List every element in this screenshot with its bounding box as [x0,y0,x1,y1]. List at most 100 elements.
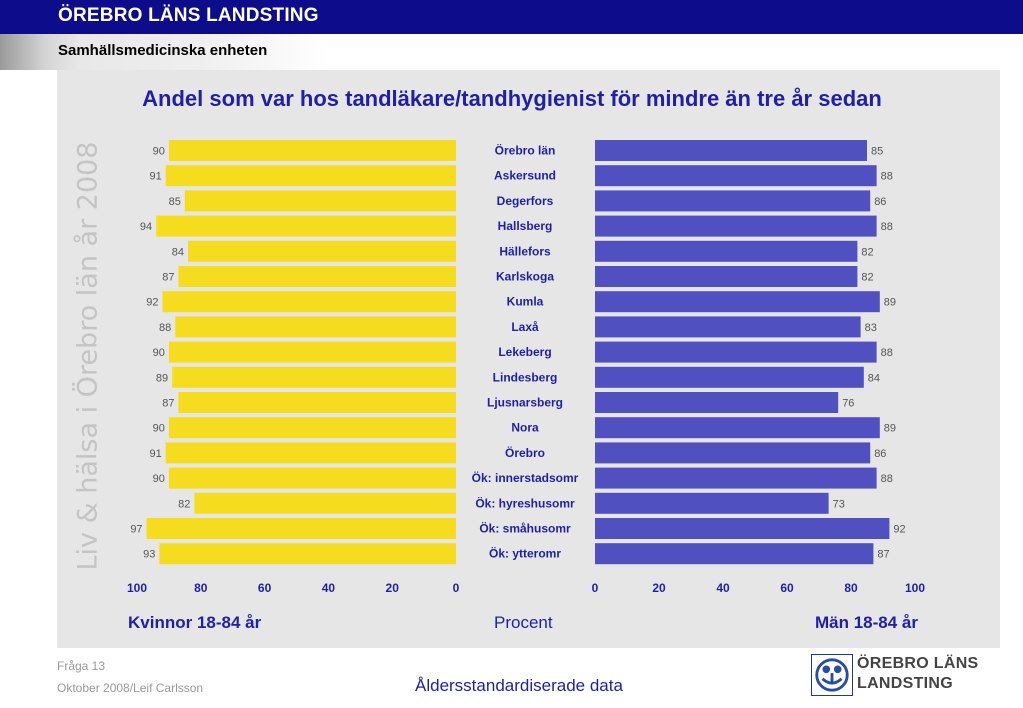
men-bar [595,417,880,439]
women-bar [178,266,456,287]
women-series-label: Kvinnor 18-84 år [128,613,262,632]
right-axis-tick: 40 [716,581,730,595]
women-bar [165,442,456,464]
women-bar [168,467,456,489]
men-bar [595,366,864,388]
right-axis-tick: 80 [844,581,858,595]
men-value-label: 85 [871,146,883,158]
left-axis-tick: 20 [386,581,400,595]
women-value-label: 82 [178,498,190,510]
men-value-label: 88 [881,171,893,183]
logo-text-line1: ÖREBRO LÄNS [857,655,979,672]
footer-date: Oktober 2008/Leif Carlsson [57,681,204,695]
men-value-label: 88 [881,473,893,485]
category-label: Kumla [507,295,544,309]
category-label: Nora [511,421,539,435]
left-axis-tick: 40 [322,581,336,595]
women-value-label: 90 [153,146,165,158]
men-bar [595,543,874,565]
left-axis-tick: 100 [127,581,147,595]
men-bar [595,240,858,262]
footer-note: Åldersstandardiserade data [415,676,623,695]
women-bar [165,165,456,187]
men-value-label: 88 [881,221,893,233]
men-series-label: Män 18-84 år [815,613,918,632]
men-value-label: 82 [861,246,873,258]
category-label: Ök: småhusomr [479,521,571,536]
category-label: Ök: innerstadsomr [472,470,579,485]
men-value-label: 84 [868,372,880,384]
men-bar [595,392,839,413]
men-value-label: 92 [893,524,905,536]
men-bar [595,442,871,464]
men-value-label: 82 [861,272,873,284]
category-label: Ljusnarsberg [487,396,563,410]
men-value-label: 88 [881,347,893,359]
category-label: Askersund [494,169,556,183]
men-value-label: 76 [842,398,854,410]
men-bar [595,492,829,514]
axis-label-procent: Procent [494,613,553,632]
logo: ÖREBRO LÄNS LANDSTING [811,654,1001,698]
women-bar [194,492,457,514]
men-bar [595,467,877,489]
right-axis-tick: 60 [780,581,794,595]
women-bar [184,190,456,212]
women-value-label: 97 [130,524,142,536]
men-value-label: 89 [884,423,896,435]
men-bar [595,316,861,338]
women-bar [162,291,456,313]
women-value-label: 94 [140,221,152,233]
women-bar [168,417,456,439]
left-axis-tick: 0 [453,581,460,595]
women-value-label: 88 [159,322,171,334]
women-value-label: 85 [169,196,181,208]
category-label: Laxå [511,320,539,334]
women-value-label: 87 [162,272,174,284]
women-bar [172,366,456,388]
right-axis-tick: 20 [652,581,666,595]
women-value-label: 90 [153,473,165,485]
men-bar [595,165,877,187]
footer-question: Fråga 13 [57,659,106,673]
women-bar [168,341,456,363]
category-label: Karlskoga [496,270,554,284]
men-value-label: 83 [865,322,877,334]
women-bar [178,392,456,413]
left-axis-tick: 60 [258,581,272,595]
women-value-label: 93 [143,549,155,561]
category-label: Ök: hyreshusomr [475,495,575,510]
category-label: Örebro [505,445,545,460]
men-value-label: 87 [877,549,889,561]
unit-title: Samhällsmedicinska enheten [58,42,268,59]
men-bar [595,518,890,539]
women-bar [146,518,456,539]
men-value-label: 86 [874,448,886,460]
men-bar [595,291,880,313]
category-label: Örebro län [495,143,556,158]
category-label: Ök: ytteromr [489,546,561,561]
women-value-label: 84 [172,246,184,258]
men-bar [595,266,858,287]
women-bar [159,543,456,565]
left-axis-tick: 80 [194,581,208,595]
men-bar [595,140,867,161]
women-bar [188,240,457,262]
chart-title: Andel som var hos tandläkare/tandhygieni… [142,86,882,111]
men-value-label: 86 [874,196,886,208]
women-value-label: 90 [153,423,165,435]
right-axis-tick: 100 [905,581,925,595]
header-bar: ÖREBRO LÄNS LANDSTING [0,0,1023,34]
category-label: Hallsberg [498,219,553,233]
women-value-label: 90 [153,347,165,359]
women-value-label: 92 [146,297,158,309]
women-bar [175,316,456,338]
women-value-label: 91 [149,171,161,183]
men-bar [595,215,877,237]
men-value-label: 73 [833,498,845,510]
category-label: Lekeberg [498,345,551,359]
category-label: Hällefors [499,244,551,258]
category-label: Lindesberg [493,370,558,384]
men-value-label: 89 [884,297,896,309]
